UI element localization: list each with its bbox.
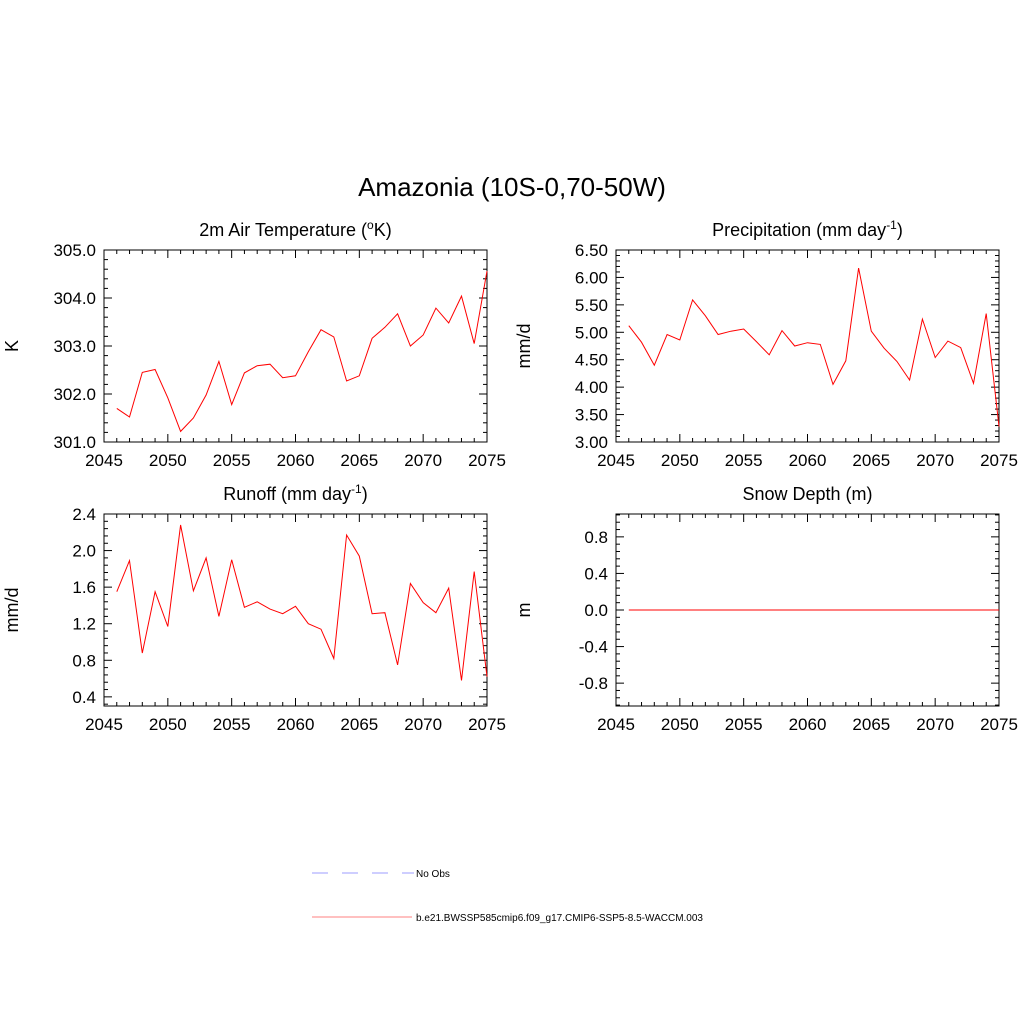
- precip-ytick-label: 6.00: [575, 268, 608, 287]
- panel-runoff: Runoff (mm day-1) mm/d 2045 2050 2055 2060 206…: [2, 482, 506, 734]
- runoff-xtick-label: 2050: [149, 715, 187, 734]
- precip-xtick-label: 2045: [597, 451, 635, 470]
- snow-ytick-label: 0.0: [584, 601, 608, 620]
- snow-ytick-label: 0.4: [584, 564, 608, 583]
- precip-xtick-label: 2065: [852, 451, 890, 470]
- temp-title-end: K): [374, 220, 392, 240]
- snow-title-main: Snow Depth (m): [742, 484, 872, 504]
- precip-xtick-label: 2070: [916, 451, 954, 470]
- runoff-ytick-label: 2.4: [72, 505, 96, 524]
- runoff-ytick-label: 2.0: [72, 542, 96, 561]
- precip-title-main: Precipitation (mm day: [712, 220, 886, 240]
- snow-xtick-label: 2065: [852, 715, 890, 734]
- figure-title: Amazonia (10S-0,70-50W): [358, 172, 666, 202]
- snow-xtick-label: 2070: [916, 715, 954, 734]
- temp-ytick-label: 305.0: [53, 241, 96, 260]
- legend: No Obs b.e21.BWSSP585cmip6.f09_g17.CMIP6…: [312, 869, 703, 924]
- precip-ytick-label: 5.00: [575, 323, 608, 342]
- runoff-ytick-label: 0.8: [72, 651, 96, 670]
- precip-title-end: ): [897, 220, 903, 240]
- temp-series-line: [116, 271, 488, 433]
- runoff-ylabel: mm/d: [2, 588, 22, 633]
- temp-xtick-label: 2065: [340, 451, 378, 470]
- panels: 2m Air Temperature (oK) K 2045 2050 2055 2060…: [2, 218, 1018, 734]
- temp-xtick-label: 2060: [277, 451, 315, 470]
- runoff-xtick-label: 2065: [340, 715, 378, 734]
- runoff-xtick-label: 2060: [277, 715, 315, 734]
- temp-xtick-label: 2055: [213, 451, 251, 470]
- precip-title-sup: -1: [886, 218, 897, 232]
- temp-panel-title: 2m Air Temperature (oK): [199, 218, 391, 240]
- runoff-xtick-label: 2045: [85, 715, 123, 734]
- temp-xtick-label: 2050: [149, 451, 187, 470]
- temp-ytick-label: 301.0: [53, 433, 96, 452]
- snow-xtick-label: 2045: [597, 715, 635, 734]
- temp-plot-frame: [103, 249, 488, 443]
- runoff-ytick-label: 1.2: [72, 615, 96, 634]
- precip-ytick-label: 3.50: [575, 406, 608, 425]
- runoff-series-line: [116, 524, 488, 681]
- legend-obs-label: No Obs: [416, 869, 450, 880]
- temp-title-main: 2m Air Temperature (: [199, 220, 367, 240]
- snow-panel-title: Snow Depth (m): [742, 484, 872, 504]
- precip-ytick-label: 5.50: [575, 296, 608, 315]
- temp-title-sup: o: [367, 218, 374, 232]
- precip-xtick-label: 2060: [789, 451, 827, 470]
- temp-xtick-label: 2070: [404, 451, 442, 470]
- precip-xtick-label: 2055: [725, 451, 763, 470]
- runoff-ytick-label: 0.4: [72, 688, 96, 707]
- snow-xtick-label: 2060: [789, 715, 827, 734]
- precip-ytick-label: 4.50: [575, 351, 608, 370]
- runoff-panel-title: Runoff (mm day-1): [223, 482, 367, 504]
- precip-xtick-label: 2075: [980, 451, 1018, 470]
- precip-ylabel: mm/d: [514, 324, 534, 369]
- temp-xtick-label: 2045: [85, 451, 123, 470]
- runoff-ytick-label: 1.6: [72, 578, 96, 597]
- runoff-xtick-label: 2070: [404, 715, 442, 734]
- legend-model-label: b.e21.BWSSP585cmip6.f09_g17.CMIP6-SSP5-8…: [416, 913, 703, 924]
- runoff-title-sup: -1: [351, 482, 362, 496]
- snow-ytick-label: -0.8: [579, 674, 608, 693]
- temp-ytick-label: 304.0: [53, 289, 96, 308]
- snow-xtick-label: 2075: [980, 715, 1018, 734]
- snow-ytick-label: 0.8: [584, 528, 608, 547]
- snow-ytick-label: -0.4: [579, 638, 608, 657]
- panel-temp: 2m Air Temperature (oK) K 2045 2050 2055 2060…: [2, 218, 506, 470]
- precip-ytick-label: 4.00: [575, 378, 608, 397]
- runoff-xtick-label: 2075: [468, 715, 506, 734]
- panel-snow: Snow Depth (m) m 2045 2050 2055 2060 2065 2070 2…: [514, 484, 1018, 734]
- panel-precip: Precipitation (mm day-1) mm/d 2045 2050 2055…: [514, 218, 1018, 470]
- precip-ytick-label: 6.50: [575, 241, 608, 260]
- runoff-title-end: ): [362, 484, 368, 504]
- temp-ylabel: K: [2, 340, 22, 352]
- snow-xtick-label: 2050: [661, 715, 699, 734]
- temp-xtick-label: 2075: [468, 451, 506, 470]
- temp-ytick-label: 303.0: [53, 337, 96, 356]
- precip-series-line: [628, 268, 1000, 427]
- runoff-title-main: Runoff (mm day: [223, 484, 351, 504]
- temp-ytick-label: 302.0: [53, 385, 96, 404]
- snow-xtick-label: 2055: [725, 715, 763, 734]
- precip-plot-frame: [615, 249, 1000, 443]
- precip-xtick-label: 2050: [661, 451, 699, 470]
- runoff-xtick-label: 2055: [213, 715, 251, 734]
- precip-ytick-label: 3.00: [575, 433, 608, 452]
- precip-panel-title: Precipitation (mm day-1): [712, 218, 903, 240]
- snow-ylabel: m: [514, 603, 534, 618]
